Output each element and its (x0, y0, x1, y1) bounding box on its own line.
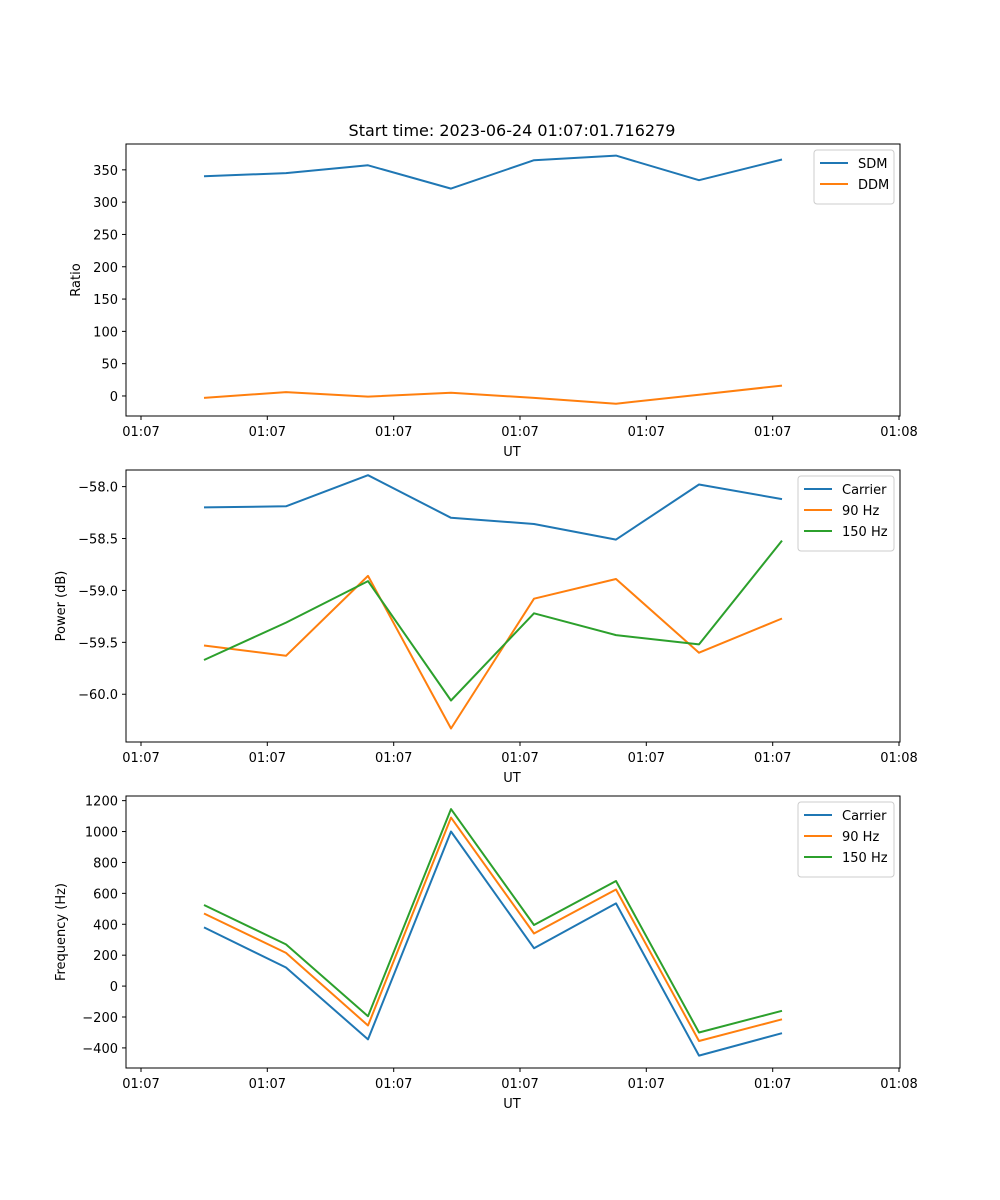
y-tick-label: 800 (93, 856, 118, 871)
x-tick-label: 01:07 (375, 751, 412, 766)
y-tick-label: 200 (93, 949, 118, 964)
legend-label: 90 Hz (842, 830, 879, 845)
x-tick-label: 01:07 (249, 751, 286, 766)
series-line-90-hz (203, 816, 783, 1042)
legend-box (797, 475, 895, 552)
x-tick-label: 01:08 (880, 425, 917, 440)
legend-label: 150 Hz (842, 851, 888, 866)
plots-group: 01:07 01:07 01:07 01:07 01:07 01:07 01:08 0 50 10… (54, 143, 918, 1112)
subplot-3: 01:07 01:07 01:07 01:07 01:07 01:07 01:08 −400 −… (54, 795, 918, 1112)
y-tick-label: 1200 (85, 795, 118, 810)
x-tick-label: 01:07 (628, 425, 665, 440)
y-tick-label: −59.5 (78, 636, 118, 651)
y-axis-label: Ratio (69, 263, 84, 296)
y-tick-label: 200 (93, 261, 118, 276)
axes-frame (125, 143, 901, 417)
x-tick-label: 01:07 (628, 751, 665, 766)
x-tick-label: 01:07 (628, 1077, 665, 1092)
y-tick-label: 300 (93, 196, 118, 211)
series-line-carrier (203, 474, 783, 541)
x-tick-label: 01:07 (501, 1077, 538, 1092)
series-line-carrier (203, 830, 783, 1057)
y-tick-label: −60.0 (78, 688, 118, 703)
x-tick-label: 01:07 (501, 751, 538, 766)
y-tick-label: −200 (82, 1011, 118, 1026)
legend-label: 90 Hz (842, 504, 879, 519)
legend-label: Carrier (842, 483, 887, 498)
series-line-150-hz (203, 539, 783, 702)
legend-label: SDM (858, 157, 887, 172)
axes-frame (125, 469, 901, 743)
series-line-ddm (203, 384, 783, 405)
legend-label: Carrier (842, 809, 887, 824)
subplot-1: 01:07 01:07 01:07 01:07 01:07 01:07 01:08 0 50 10… (69, 143, 918, 460)
y-tick-label: 50 (101, 358, 118, 373)
x-tick-label: 01:07 (375, 1077, 412, 1092)
y-tick-label: 350 (93, 164, 118, 179)
x-tick-label: 01:07 (122, 425, 159, 440)
y-axis-label: Frequency (Hz) (54, 883, 69, 981)
x-tick-label: 01:07 (249, 1077, 286, 1092)
series-line-150-hz (203, 808, 783, 1034)
x-tick-label: 01:07 (375, 425, 412, 440)
y-tick-label: 250 (93, 228, 118, 243)
y-tick-label: −58.0 (78, 481, 118, 496)
y-tick-label: 1000 (85, 826, 118, 841)
legend-label: DDM (858, 178, 889, 193)
series-line-90-hz (203, 574, 783, 730)
x-tick-label: 01:07 (249, 425, 286, 440)
x-tick-label: 01:07 (754, 1077, 791, 1092)
x-axis-label: UT (503, 445, 521, 460)
x-tick-label: 01:07 (754, 751, 791, 766)
y-tick-label: 0 (110, 390, 118, 405)
x-axis-label: UT (503, 1097, 521, 1112)
legend-box (797, 801, 895, 878)
y-tick-label: 400 (93, 918, 118, 933)
y-axis-label: Power (dB) (54, 571, 69, 642)
x-tick-label: 01:08 (880, 751, 917, 766)
y-tick-label: −400 (82, 1042, 118, 1057)
series-line-sdm (203, 154, 783, 190)
subplot-2: 01:07 01:07 01:07 01:07 01:07 01:07 01:08 −60.0… (54, 469, 918, 786)
legend-label: 150 Hz (842, 525, 888, 540)
axes-frame (125, 795, 901, 1069)
x-tick-label: 01:07 (754, 425, 791, 440)
x-axis-label: UT (503, 771, 521, 786)
x-tick-label: 01:07 (501, 425, 538, 440)
figure-title: Start time: 2023-06-24 01:07:01.716279 (349, 121, 676, 140)
y-tick-label: 0 (110, 980, 118, 995)
x-tick-label: 01:08 (880, 1077, 917, 1092)
y-tick-label: −59.0 (78, 584, 118, 599)
y-tick-label: −58.5 (78, 533, 118, 548)
y-tick-label: 100 (93, 325, 118, 340)
x-tick-label: 01:07 (122, 1077, 159, 1092)
x-tick-label: 01:07 (122, 751, 159, 766)
y-tick-label: 600 (93, 887, 118, 902)
y-tick-label: 150 (93, 293, 118, 308)
